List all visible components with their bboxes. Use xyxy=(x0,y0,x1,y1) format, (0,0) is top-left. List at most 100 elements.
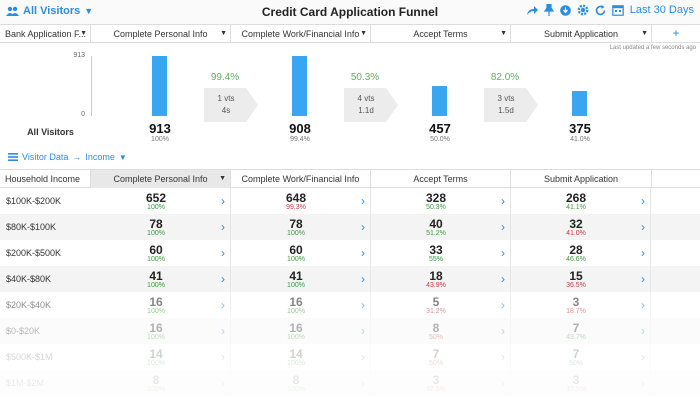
table-cell[interactable]: 60 100% › xyxy=(231,240,371,266)
pin-icon[interactable] xyxy=(543,4,554,16)
chevron-right-icon[interactable]: › xyxy=(221,220,225,234)
table-header: Household Income Complete Personal Info ▼… xyxy=(0,169,700,188)
table-cell[interactable]: 60 100% › xyxy=(91,240,231,266)
chevron-right-icon[interactable]: › xyxy=(361,298,365,312)
table-cell[interactable]: 78 100% › xyxy=(91,214,231,240)
cell-count: 7 xyxy=(572,347,580,361)
step-selector-3[interactable]: Accept Terms ▼ xyxy=(371,25,511,43)
table-cell[interactable]: 648 99.3% › xyxy=(231,188,371,214)
table-cell[interactable]: 41 100% › xyxy=(231,266,371,292)
column-header[interactable]: Complete Work/Financial Info xyxy=(231,170,371,188)
breadcrumb[interactable]: Visitor Data → Income ▼ xyxy=(8,152,127,162)
funnel-bar[interactable] xyxy=(572,91,587,116)
table-cell[interactable]: 7 50% › xyxy=(511,344,651,370)
chevron-right-icon[interactable]: › xyxy=(501,350,505,364)
table-cell[interactable]: 16 100% › xyxy=(91,318,231,344)
table-cell[interactable]: 32 41.0% › xyxy=(511,214,651,240)
chevron-right-icon[interactable]: › xyxy=(361,376,365,390)
table-cell[interactable]: 3 37.5% › xyxy=(511,370,651,396)
arrow-tip xyxy=(386,88,398,122)
chevron-right-icon[interactable]: › xyxy=(501,272,505,286)
chevron-right-icon[interactable]: › xyxy=(641,272,645,286)
table-cell[interactable]: 652 100% › xyxy=(91,188,231,214)
chevron-right-icon[interactable]: › xyxy=(221,194,225,208)
chevron-right-icon[interactable]: › xyxy=(361,194,365,208)
refresh-icon[interactable] xyxy=(595,4,606,16)
chevron-right-icon[interactable]: › xyxy=(641,350,645,364)
chevron-right-icon[interactable]: › xyxy=(641,194,645,208)
column-header[interactable]: Submit Application xyxy=(511,170,652,188)
column-header[interactable]: Accept Terms xyxy=(371,170,511,188)
table-cell[interactable]: 14 100% › xyxy=(91,344,231,370)
chevron-right-icon[interactable]: › xyxy=(501,324,505,338)
chevron-right-icon[interactable]: › xyxy=(501,298,505,312)
table-cell[interactable]: 15 36.5% › xyxy=(511,266,651,292)
table-cell[interactable]: 16 100% › xyxy=(91,292,231,318)
breadcrumb-current[interactable]: Income xyxy=(85,152,115,162)
row-label: $40K-$80K xyxy=(6,274,52,284)
chevron-right-icon[interactable]: › xyxy=(221,324,225,338)
row-label: $100K-$200K xyxy=(6,196,62,206)
funnel-bar[interactable] xyxy=(292,56,307,116)
table-cell[interactable]: 41 100% › xyxy=(91,266,231,292)
table-row: $100K-$200K 652 100% › 648 99.3% › 328 50.3% › 268… xyxy=(0,188,700,214)
table-cell[interactable]: 78 100% › xyxy=(231,214,371,240)
table-cell[interactable]: 16 100% › xyxy=(231,292,371,318)
step-selector-1[interactable]: Complete Personal Info ▼ xyxy=(91,25,231,43)
chevron-right-icon[interactable]: › xyxy=(501,246,505,260)
add-step-button[interactable]: + xyxy=(672,26,680,40)
funnel-bar[interactable] xyxy=(152,56,167,116)
chevron-right-icon[interactable]: › xyxy=(641,298,645,312)
chevron-right-icon[interactable]: › xyxy=(221,350,225,364)
column-header-sorted[interactable]: Complete Personal Info ▼ xyxy=(91,170,231,188)
table-cell[interactable]: 33 55% › xyxy=(371,240,511,266)
date-range-button[interactable]: Last 30 Days xyxy=(629,4,694,16)
chevron-right-icon[interactable]: › xyxy=(641,376,645,390)
table-cell[interactable]: 3 37.5% › xyxy=(371,370,511,396)
table-cell[interactable]: 268 41.1% › xyxy=(511,188,651,214)
row-label: $500K-$1M xyxy=(6,352,53,362)
funnel-bar[interactable] xyxy=(432,86,447,116)
table-cell[interactable]: 3 18.7% › xyxy=(511,292,651,318)
table-cell[interactable]: 18 43.9% › xyxy=(371,266,511,292)
chevron-right-icon[interactable]: › xyxy=(361,324,365,338)
chevron-right-icon[interactable]: › xyxy=(221,272,225,286)
chevron-right-icon[interactable]: › xyxy=(221,246,225,260)
table-cell[interactable]: 14 100% › xyxy=(231,344,371,370)
cell-percent: 50.3% xyxy=(426,204,446,211)
chevron-right-icon[interactable]: › xyxy=(361,246,365,260)
chevron-right-icon[interactable]: › xyxy=(361,272,365,286)
column-header[interactable]: Household Income xyxy=(0,170,91,188)
segment-selector[interactable]: All Visitors ▼ xyxy=(6,5,93,17)
chevron-right-icon[interactable]: › xyxy=(641,220,645,234)
table-cell[interactable]: 16 100% › xyxy=(231,318,371,344)
table-cell[interactable]: 8 100% › xyxy=(91,370,231,396)
share-icon[interactable] xyxy=(526,5,538,16)
cell-percent: 18.7% xyxy=(566,308,586,315)
table-cell[interactable]: 328 50.3% › xyxy=(371,188,511,214)
table-cell[interactable]: 5 31.2% › xyxy=(371,292,511,318)
chevron-right-icon[interactable]: › xyxy=(221,298,225,312)
table-cell[interactable]: 8 100% › xyxy=(231,370,371,396)
chevron-right-icon[interactable]: › xyxy=(501,376,505,390)
step-selector-4[interactable]: Submit Application ▼ xyxy=(511,25,652,43)
chevron-right-icon[interactable]: › xyxy=(361,220,365,234)
cell-percent: 43.7% xyxy=(566,334,586,341)
step-selector-2[interactable]: Complete Work/Financial Info ▼ xyxy=(231,25,371,43)
chevron-right-icon[interactable]: › xyxy=(501,220,505,234)
breadcrumb-parent[interactable]: Visitor Data xyxy=(22,152,69,162)
chevron-right-icon[interactable]: › xyxy=(221,376,225,390)
table-cell[interactable]: 8 50% › xyxy=(371,318,511,344)
table-cell[interactable]: 28 46.6% › xyxy=(511,240,651,266)
download-icon[interactable] xyxy=(559,4,571,16)
chevron-right-icon[interactable]: › xyxy=(501,194,505,208)
calendar-icon[interactable] xyxy=(611,4,624,16)
table-cell[interactable]: 40 51.2% › xyxy=(371,214,511,240)
table-cell[interactable]: 7 50% › xyxy=(371,344,511,370)
chevron-right-icon[interactable]: › xyxy=(641,324,645,338)
gear-icon[interactable] xyxy=(577,4,589,16)
step-selector-0[interactable]: Bank Application F... ▼ xyxy=(0,25,91,43)
table-cell[interactable]: 7 43.7% › xyxy=(511,318,651,344)
chevron-right-icon[interactable]: › xyxy=(361,350,365,364)
chevron-right-icon[interactable]: › xyxy=(641,246,645,260)
